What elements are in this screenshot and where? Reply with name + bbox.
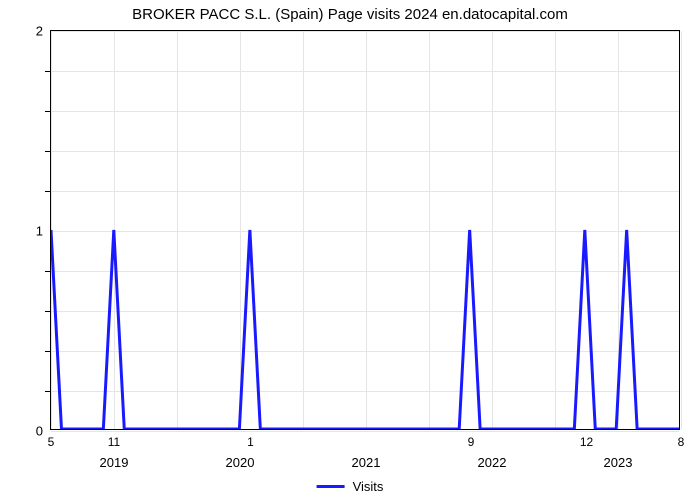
gridline-h-minor [51,71,679,72]
x-tick-label-year: 2022 [478,455,507,470]
legend-label: Visits [353,479,384,494]
gridline-v [51,31,52,429]
x-tick-label-month: 12 [580,435,593,449]
plot-area: 0125111912820192020202120222023 [50,30,680,430]
x-tick-label-month: 8 [678,435,685,449]
gridline-v [303,31,304,429]
gridline-v [429,31,430,429]
gridline-h-minor [51,151,679,152]
gridline-h-minor [51,191,679,192]
gridline-v-minor [366,31,367,429]
gridline-h-minor [51,311,679,312]
chart-container: BROKER PACC S.L. (Spain) Page visits 202… [0,0,700,500]
gridline-h [51,31,679,32]
series-line [51,230,679,429]
x-tick-label-year: 2019 [100,455,129,470]
legend: Visits [317,479,384,494]
gridline-v-minor [618,31,619,429]
gridline-h-minor [51,391,679,392]
gridline-h-minor [51,111,679,112]
x-tick-label-year: 2023 [604,455,633,470]
chart-title: BROKER PACC S.L. (Spain) Page visits 202… [0,6,700,23]
gridline-v-minor [114,31,115,429]
x-tick-label-month: 1 [247,435,254,449]
x-tick-label-month: 9 [468,435,475,449]
gridline-h [51,431,679,432]
x-tick-label-month: 5 [48,435,55,449]
y-tick-label: 1 [36,224,43,239]
gridline-v-minor [240,31,241,429]
gridline-v [177,31,178,429]
gridline-h [51,231,679,232]
gridline-v-minor [492,31,493,429]
x-tick-label-month: 11 [108,435,120,449]
gridline-v [555,31,556,429]
y-tick-label: 0 [36,424,43,439]
x-tick-label-year: 2020 [226,455,255,470]
gridline-h-minor [51,271,679,272]
y-tick-label: 2 [36,24,43,39]
legend-swatch [317,485,345,488]
gridline-v [681,31,682,429]
x-tick-label-year: 2021 [352,455,381,470]
gridline-h-minor [51,351,679,352]
chart-svg [51,31,679,429]
